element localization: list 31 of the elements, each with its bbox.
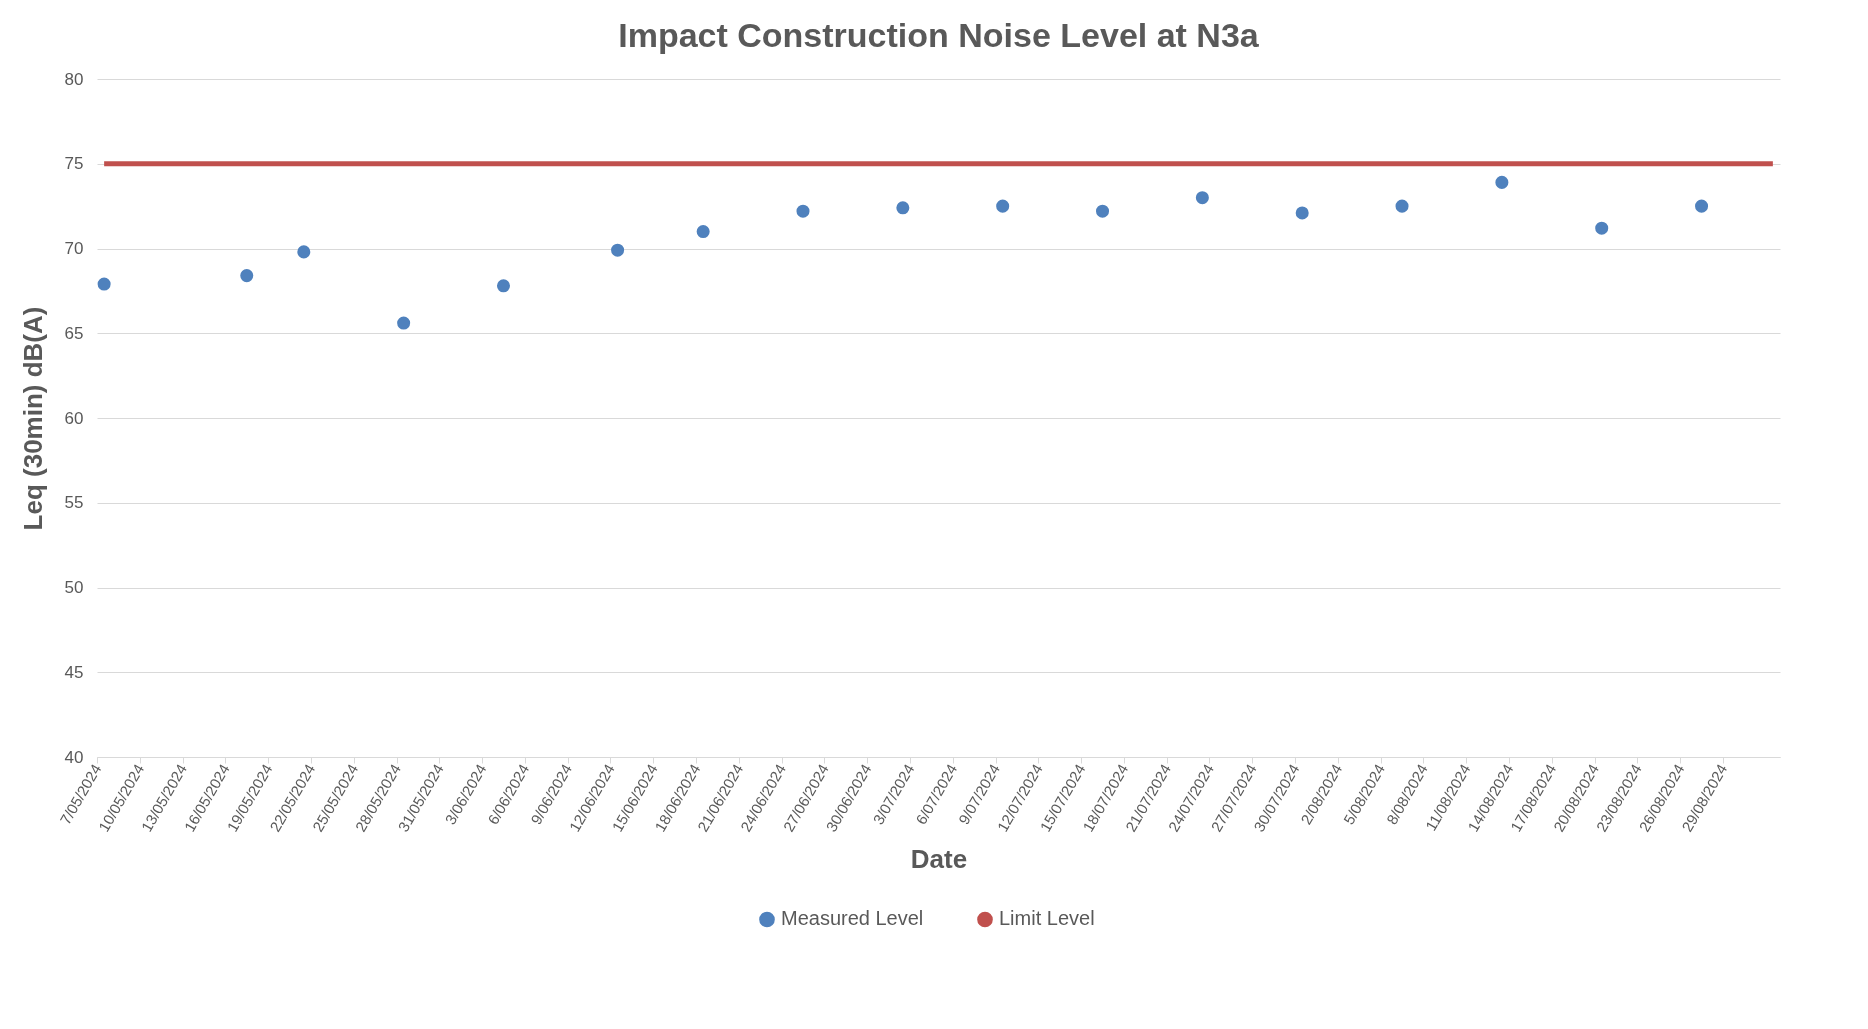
legend-label: Measured Level [781,907,924,930]
point [1495,175,1509,189]
y-tick-label: 65 [64,323,84,343]
point [796,204,810,218]
point [1395,199,1409,213]
point [1096,204,1110,218]
point [611,243,625,257]
y-tick-label: 45 [64,662,84,682]
legend-label: Limit Level [999,907,1095,930]
point [996,199,1010,213]
chart-title: Impact Construction Noise Level at N3a [618,16,1260,54]
y-tick-label: 55 [64,493,84,513]
point [397,316,411,330]
x-axis-title: Date [910,843,968,874]
point [1195,191,1209,205]
point [1295,206,1309,220]
y-tick-label: 80 [64,69,84,89]
point [297,245,311,259]
y-tick-label: 40 [64,747,84,767]
point [696,225,710,239]
point [240,269,254,283]
y-tick-label: 60 [64,408,84,428]
point [496,279,511,293]
y-tick-label: 50 [64,578,84,597]
y-tick-label: 70 [64,239,84,258]
point [1595,221,1609,235]
point [896,201,910,215]
y-axis-title: Leq (30min) dB(A) [17,306,48,531]
y-tick-label: 75 [64,154,84,174]
point [1695,199,1709,213]
point [97,277,111,291]
